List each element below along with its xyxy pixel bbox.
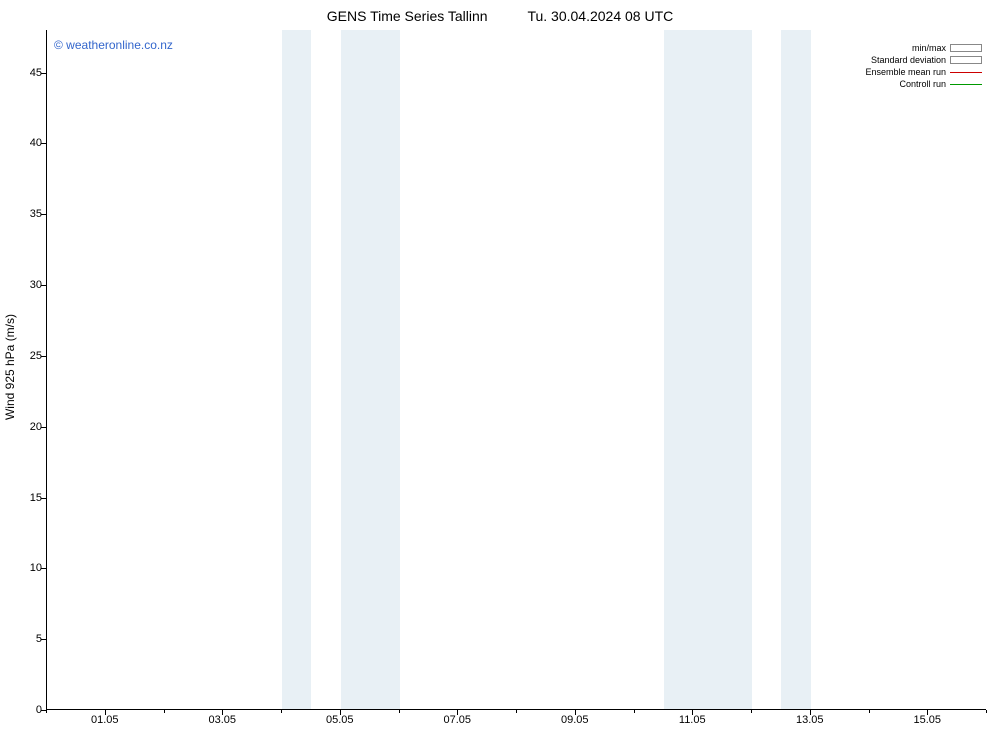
wind-chart: GENS Time Series Tallinn Tu. 30.04.2024 … — [0, 0, 1000, 733]
legend-swatch — [950, 56, 982, 64]
y-tick-label: 0 — [28, 704, 42, 716]
legend: min/max Standard deviation Ensemble mean r… — [865, 42, 982, 90]
y-tick-label: 5 — [28, 633, 42, 645]
legend-item: Standard deviation — [865, 54, 982, 66]
y-tick-label: 25 — [28, 350, 42, 362]
x-tick-minor — [46, 710, 47, 713]
chart-title-left: GENS Time Series Tallinn — [327, 8, 488, 24]
shade-region — [781, 30, 810, 709]
legend-item: Controll run — [865, 78, 982, 90]
x-tick-label: 07.05 — [443, 714, 471, 726]
y-tick-label: 30 — [28, 279, 42, 291]
x-tick-minor — [634, 710, 635, 713]
legend-label: Standard deviation — [871, 55, 950, 65]
y-tick-label: 35 — [28, 208, 42, 220]
x-tick-minor — [281, 710, 282, 713]
x-tick-label: 11.05 — [679, 714, 706, 726]
shade-region — [341, 30, 400, 709]
x-tick-label: 03.05 — [208, 714, 236, 726]
legend-item: min/max — [865, 42, 982, 54]
chart-title-row: GENS Time Series Tallinn Tu. 30.04.2024 … — [0, 8, 1000, 24]
x-tick-label: 01.05 — [91, 714, 119, 726]
legend-swatch — [950, 44, 982, 52]
y-tick-label: 15 — [28, 492, 42, 504]
legend-swatch — [950, 68, 982, 76]
shade-region — [282, 30, 311, 709]
x-tick-minor — [869, 710, 870, 713]
x-tick-label: 09.05 — [561, 714, 589, 726]
legend-label: Ensemble mean run — [865, 67, 950, 77]
legend-swatch — [950, 80, 982, 88]
y-axis-label: Wind 925 hPa (m/s) — [3, 313, 17, 419]
x-tick-label: 05.05 — [326, 714, 354, 726]
y-tick-label: 10 — [28, 562, 42, 574]
y-tick-label: 20 — [28, 421, 42, 433]
shade-region — [664, 30, 752, 709]
watermark: © weatheronline.co.nz — [54, 38, 173, 52]
x-tick-minor — [751, 710, 752, 713]
x-tick-label: 13.05 — [796, 714, 824, 726]
y-tick-label: 45 — [28, 67, 42, 79]
x-tick-minor — [399, 710, 400, 713]
x-tick-minor — [164, 710, 165, 713]
x-tick-label: 15.05 — [913, 714, 941, 726]
plot-area — [46, 30, 986, 710]
legend-label: Controll run — [899, 79, 950, 89]
chart-title-right: Tu. 30.04.2024 08 UTC — [527, 8, 673, 24]
legend-item: Ensemble mean run — [865, 66, 982, 78]
y-tick-label: 40 — [28, 137, 42, 149]
x-tick-minor — [986, 710, 987, 713]
legend-label: min/max — [912, 43, 950, 53]
x-tick-minor — [516, 710, 517, 713]
